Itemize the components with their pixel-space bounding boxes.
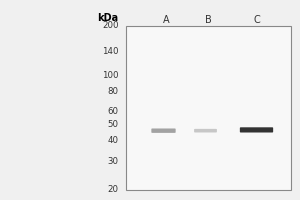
Text: 200: 200 — [102, 21, 119, 30]
Text: 30: 30 — [107, 157, 118, 166]
Text: C: C — [253, 15, 260, 25]
Text: 60: 60 — [107, 107, 118, 116]
FancyBboxPatch shape — [152, 128, 176, 133]
Text: A: A — [163, 15, 170, 25]
Bar — [126, 26, 291, 190]
Text: 80: 80 — [107, 87, 118, 96]
FancyBboxPatch shape — [240, 127, 273, 133]
Text: 40: 40 — [107, 136, 118, 145]
Text: B: B — [205, 15, 212, 25]
FancyBboxPatch shape — [194, 129, 217, 132]
Text: kDa: kDa — [98, 13, 118, 23]
Text: 140: 140 — [102, 47, 119, 56]
Text: 20: 20 — [107, 186, 118, 194]
Text: 50: 50 — [107, 120, 118, 129]
Text: 100: 100 — [102, 71, 119, 80]
